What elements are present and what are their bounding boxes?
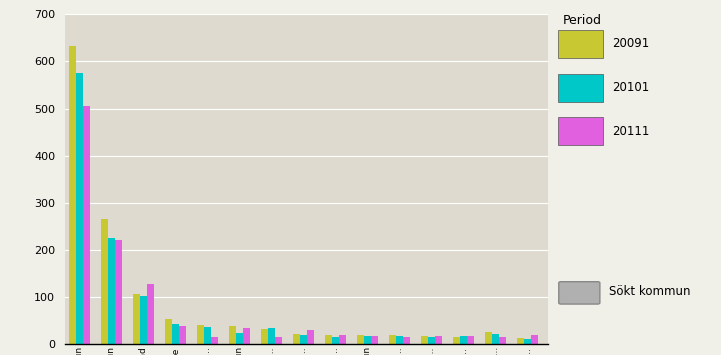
Bar	[147, 284, 154, 344]
Bar	[325, 335, 332, 344]
Bar	[421, 336, 428, 344]
Bar	[84, 106, 90, 344]
Bar	[531, 335, 539, 344]
Bar	[293, 334, 301, 344]
Bar	[558, 30, 603, 58]
Bar	[397, 336, 403, 344]
Bar	[558, 73, 603, 102]
Bar	[102, 219, 108, 344]
Bar	[435, 336, 443, 344]
Bar	[133, 294, 141, 344]
Bar	[500, 337, 506, 344]
Bar	[165, 320, 172, 344]
FancyBboxPatch shape	[559, 282, 600, 304]
Bar	[524, 339, 531, 344]
Text: 20111: 20111	[612, 125, 650, 138]
Bar	[115, 240, 123, 344]
Bar	[492, 334, 500, 344]
Bar	[307, 330, 314, 344]
Bar	[76, 73, 84, 344]
Bar	[340, 335, 346, 344]
Bar	[261, 329, 268, 344]
Bar	[301, 335, 307, 344]
Bar	[204, 327, 211, 344]
Bar	[275, 337, 283, 344]
Bar	[236, 333, 244, 344]
Bar	[558, 117, 603, 146]
Bar	[332, 337, 340, 344]
Bar	[141, 296, 147, 344]
Text: Sökt kommun: Sökt kommun	[609, 285, 691, 297]
Bar	[211, 337, 218, 344]
Bar	[358, 335, 364, 344]
Bar	[371, 336, 379, 344]
Bar	[69, 46, 76, 344]
Bar	[244, 328, 250, 344]
Text: 20091: 20091	[612, 37, 650, 50]
Bar	[403, 337, 410, 344]
Bar	[172, 324, 180, 344]
Bar	[108, 238, 115, 344]
Bar	[454, 337, 460, 344]
Bar	[229, 327, 236, 344]
Bar	[460, 336, 467, 344]
Bar	[467, 336, 474, 344]
Bar	[517, 338, 524, 344]
Bar	[364, 336, 371, 344]
Bar	[428, 337, 435, 344]
Bar	[180, 327, 187, 344]
Bar	[485, 332, 492, 344]
Text: 20101: 20101	[612, 81, 650, 94]
Text: Period: Period	[563, 14, 602, 27]
Bar	[268, 328, 275, 344]
Bar	[389, 335, 397, 344]
Bar	[198, 324, 204, 344]
